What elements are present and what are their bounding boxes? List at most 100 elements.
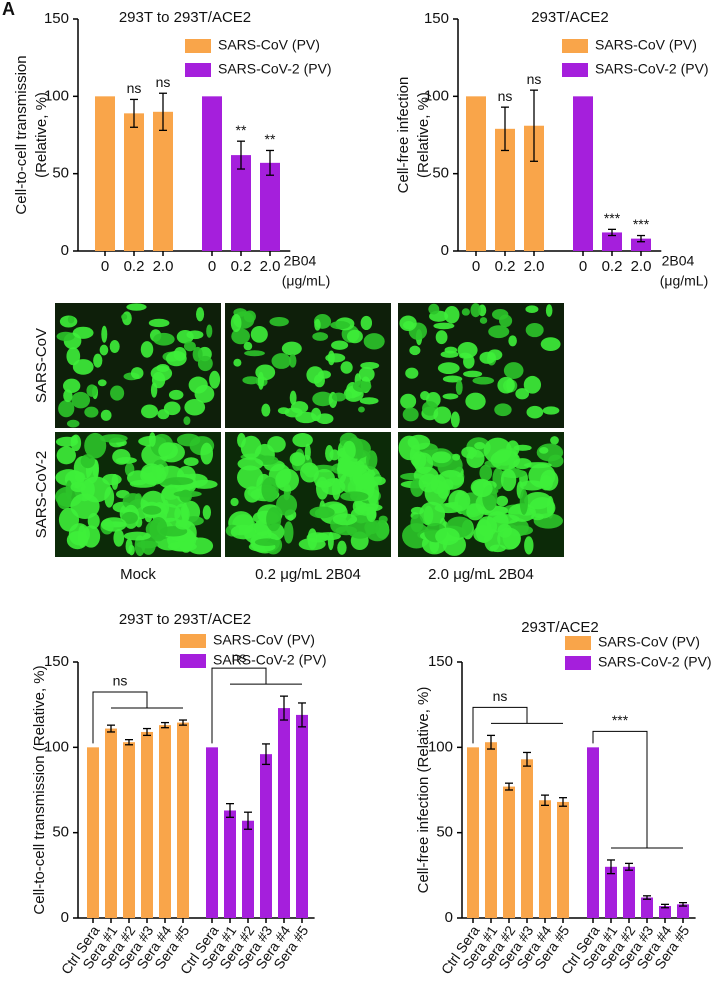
error-bar	[625, 862, 633, 871]
cell-blob	[410, 514, 424, 533]
cell-blob	[336, 463, 361, 475]
significance-label: ***	[612, 712, 629, 728]
cell-blob	[500, 468, 517, 492]
bar	[677, 904, 689, 918]
cell-blob	[250, 325, 268, 343]
bar	[503, 786, 515, 918]
cell-blob	[197, 355, 213, 372]
significance-label: ns	[127, 80, 142, 96]
error-bar	[607, 859, 615, 875]
y-tick-label: 50	[52, 824, 69, 841]
cell-blob	[542, 406, 560, 415]
cell-blob	[115, 456, 137, 464]
cell-blob	[470, 303, 481, 318]
y-tick-label: 100	[428, 738, 453, 755]
y-axis-label: Cell-free infection	[395, 77, 412, 194]
bar	[602, 232, 622, 251]
cell-blob	[165, 350, 187, 367]
error-bar	[266, 149, 274, 176]
significance-label: ***	[604, 210, 621, 226]
bar	[495, 128, 515, 251]
x-tick-label: 2.0	[631, 258, 652, 275]
cell-blob	[148, 318, 170, 328]
cell-blob	[186, 330, 204, 340]
x-tick-label: 0.2	[231, 258, 252, 275]
cell-blob	[184, 398, 206, 416]
bar	[659, 906, 671, 918]
chart-title: 293T to 293T/ACE2	[119, 611, 251, 628]
cell-blob	[471, 479, 493, 498]
cell-blob	[444, 306, 460, 324]
cell-blob	[400, 393, 417, 409]
cell-blob	[200, 442, 214, 465]
cell-blob	[230, 497, 239, 507]
cell-blob	[183, 341, 196, 352]
error-bar	[608, 228, 616, 237]
bar	[521, 759, 533, 918]
cell-blob	[402, 407, 419, 422]
cell-blob	[67, 315, 75, 324]
y-tick-label: 100	[44, 87, 69, 104]
error-bar	[643, 895, 651, 900]
cell-blob	[465, 392, 486, 410]
y-tick-label: 100	[424, 87, 449, 104]
bar	[557, 801, 569, 918]
cell-blob	[479, 464, 493, 481]
cell-blob	[498, 314, 513, 328]
cell-blob	[331, 392, 346, 402]
legend-label: SARS-CoV (PV)	[598, 634, 700, 650]
bar	[124, 113, 144, 251]
cell-blob	[513, 444, 532, 451]
cell-blob	[253, 519, 271, 537]
cell-blob	[342, 440, 356, 461]
cell-blob	[327, 350, 335, 366]
cell-blob	[525, 322, 544, 338]
legend-label: SARS-CoV-2 (PV)	[213, 652, 327, 668]
bar	[159, 725, 171, 918]
cell-blob	[455, 379, 463, 395]
cell-blob	[435, 527, 460, 546]
cell-blob	[261, 403, 271, 417]
cell-blob	[437, 362, 460, 375]
cell-blob	[191, 479, 218, 489]
cell-blob	[283, 521, 294, 544]
cell-blob	[126, 303, 147, 311]
cell-blob	[237, 465, 264, 490]
cell-blob	[524, 536, 534, 555]
cell-blob	[340, 361, 353, 374]
cell-blob	[70, 493, 100, 520]
bar	[260, 754, 272, 918]
cell-blob	[405, 367, 419, 379]
cell-blob	[360, 315, 373, 331]
cell-blob	[434, 502, 463, 514]
bar	[177, 722, 189, 918]
cell-blob	[523, 375, 542, 394]
cell-blob	[125, 538, 133, 554]
significance-bracket	[211, 667, 302, 744]
cell-blob	[65, 480, 73, 500]
cell-blob	[255, 364, 276, 381]
cell-blob	[140, 463, 163, 482]
cell-blob	[366, 450, 378, 470]
x-tick-label: 0.2	[602, 258, 623, 275]
error-bar	[487, 734, 495, 750]
cell-blob	[240, 435, 262, 460]
error-bar	[125, 739, 133, 746]
bar	[631, 238, 651, 251]
cell-blob	[314, 319, 321, 331]
cell-blob	[140, 341, 154, 358]
error-bar	[159, 92, 167, 132]
cell-blob	[271, 353, 292, 369]
cell-blob	[352, 380, 372, 393]
cell-blob	[540, 337, 561, 352]
cell-blob	[358, 366, 375, 382]
cell-blob	[358, 406, 365, 413]
bar	[524, 125, 544, 251]
legend-label: SARS-CoV (PV)	[218, 37, 320, 53]
cell-blob	[367, 479, 380, 506]
cell-blob	[340, 491, 369, 502]
y-tick-label: 50	[52, 165, 69, 182]
cell-blob	[93, 353, 103, 368]
significance-label: ns	[493, 688, 508, 704]
cell-blob	[281, 341, 302, 356]
